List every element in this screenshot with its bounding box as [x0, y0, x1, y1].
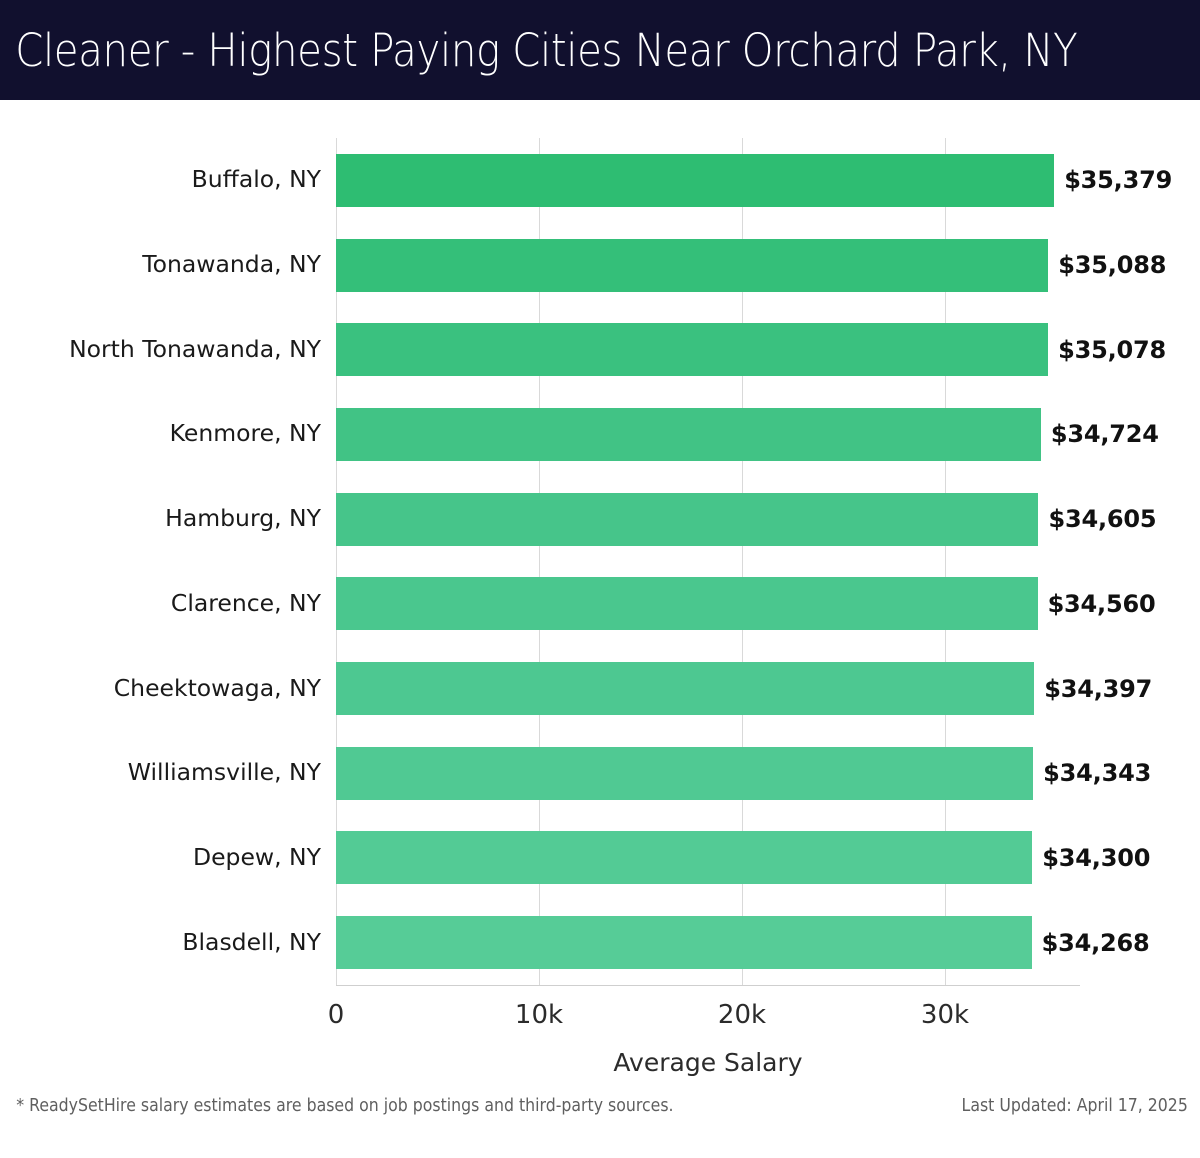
bar-value-label: $35,078: [1058, 335, 1166, 364]
bar-value-label: $34,560: [1047, 589, 1156, 618]
bar[interactable]: [336, 323, 1049, 377]
page-title: Cleaner - Highest Paying Cities Near Orc…: [15, 23, 1078, 77]
bar-rows: Buffalo, NY $35,379 Tonawanda, NY $35,088 No…: [0, 138, 1200, 985]
category-label: Tonawanda, NY: [142, 250, 321, 279]
x-tick-label: 30k: [920, 1000, 970, 1030]
category-label: Depew, NY: [192, 842, 321, 871]
bar-value-label: $35,379: [1064, 166, 1173, 195]
title-bar: Cleaner - Highest Paying Cities Near Orc…: [0, 0, 1200, 100]
bar-value-label: $34,268: [1041, 928, 1150, 957]
bar-value-label: $35,088: [1058, 251, 1167, 280]
gridline: [539, 138, 540, 985]
bar-value-label: $34,300: [1042, 843, 1151, 872]
category-label: North Tonawanda, NY: [69, 334, 321, 363]
x-axis-title: Average Salary: [613, 1048, 803, 1077]
bar[interactable]: [336, 662, 1035, 716]
bar-value-label: $34,605: [1048, 505, 1157, 534]
category-label: Hamburg, NY: [165, 504, 321, 533]
bar[interactable]: [336, 916, 1032, 970]
bar[interactable]: [336, 831, 1033, 885]
bar-chart: Buffalo, NY $35,379 Tonawanda, NY $35,088 No…: [0, 100, 1200, 1085]
bar-value-label: $34,343: [1043, 759, 1152, 788]
category-label: Clarence, NY: [170, 588, 321, 617]
gridline: [742, 138, 743, 985]
x-tick-label: 20k: [717, 1000, 767, 1030]
footer: * ReadySetHire salary estimates are base…: [0, 1096, 1200, 1158]
bar-value-label: $34,397: [1044, 674, 1153, 703]
bar[interactable]: [336, 492, 1039, 546]
bar[interactable]: [336, 407, 1041, 461]
footer-last-updated: Last Updated: April 17, 2025: [961, 1096, 1188, 1116]
category-label: Cheektowaga, NY: [113, 673, 321, 702]
bar-value-label: $34,724: [1050, 420, 1159, 449]
category-label: Buffalo, NY: [191, 165, 321, 194]
bar[interactable]: [336, 238, 1049, 292]
x-tick-label: 0: [327, 1000, 345, 1030]
x-axis-line: [336, 985, 1080, 986]
bar[interactable]: [336, 746, 1034, 800]
category-label: Williamsville, NY: [127, 758, 321, 787]
x-tick-label: 10k: [514, 1000, 564, 1030]
plot-area: [336, 138, 1080, 985]
category-label: Blasdell, NY: [182, 927, 321, 956]
gridline: [945, 138, 946, 985]
bar[interactable]: [336, 153, 1055, 207]
bar[interactable]: [336, 577, 1038, 631]
footer-disclaimer: * ReadySetHire salary estimates are base…: [16, 1096, 674, 1116]
gridline: [336, 138, 337, 985]
category-label: Kenmore, NY: [169, 419, 321, 448]
